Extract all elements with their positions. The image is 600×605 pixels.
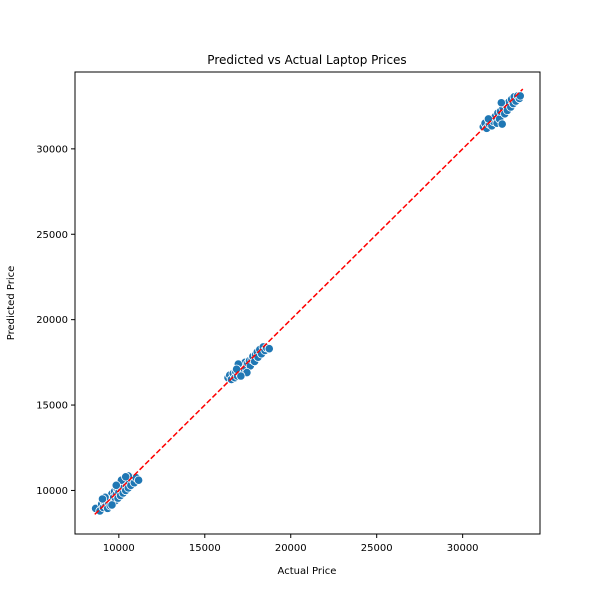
points-layer <box>91 91 525 516</box>
reference-line-layer <box>94 88 524 515</box>
y-tick-label: 30000 <box>36 144 68 155</box>
data-point <box>496 98 506 108</box>
y-tick-label: 10000 <box>36 486 68 497</box>
y-axis-ticks: 10000 15000 20000 25000 30000 <box>36 144 75 497</box>
y-tick-label: 15000 <box>36 401 68 412</box>
x-tick-label: 20000 <box>275 543 307 554</box>
data-point <box>97 494 108 504</box>
data-point <box>121 472 131 482</box>
plot-frame <box>74 71 541 535</box>
data-point <box>483 114 494 124</box>
x-axis-ticks: 10000 15000 20000 25000 30000 <box>103 534 479 554</box>
x-tick-label: 10000 <box>103 543 135 554</box>
data-point <box>264 344 274 354</box>
data-point <box>111 480 121 490</box>
x-tick-label: 15000 <box>189 543 221 554</box>
chart-title: Predicted vs Actual Laptop Prices <box>207 53 406 67</box>
data-point <box>497 119 507 129</box>
data-point <box>231 364 242 374</box>
data-point <box>107 500 117 510</box>
y-tick-label: 20000 <box>36 315 68 326</box>
x-axis-label: Actual Price <box>278 566 337 577</box>
x-tick-label: 30000 <box>447 543 479 554</box>
data-point <box>236 371 246 381</box>
x-tick-label: 25000 <box>361 543 393 554</box>
y-axis-label: Predicted Price <box>6 266 17 341</box>
data-point <box>515 91 525 101</box>
y-tick-label: 25000 <box>36 230 68 241</box>
reference-line <box>94 88 524 515</box>
data-point <box>134 475 144 485</box>
